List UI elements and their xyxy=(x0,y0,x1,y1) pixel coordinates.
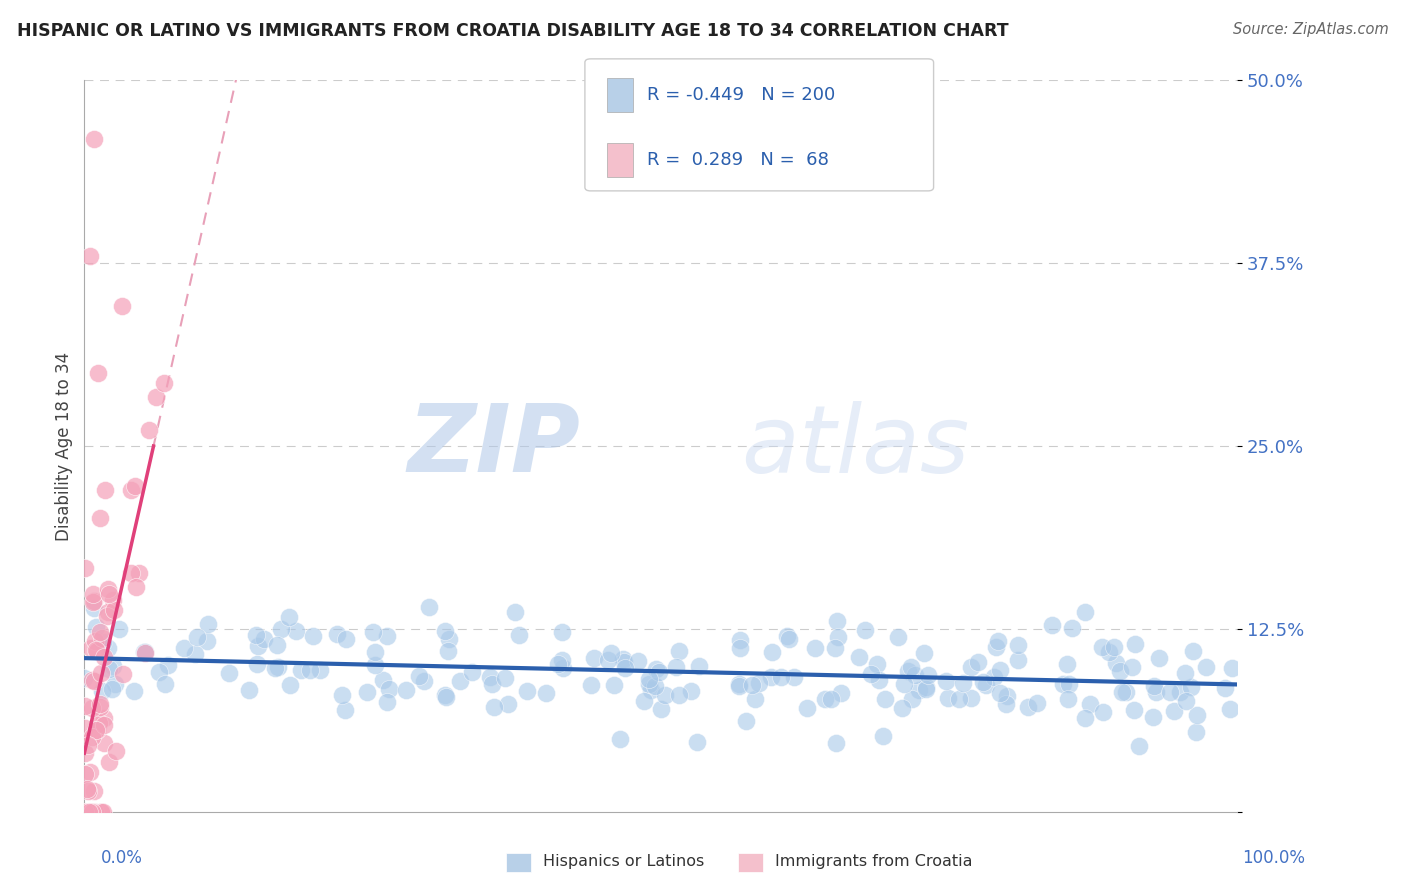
Text: 100.0%: 100.0% xyxy=(1241,849,1305,867)
Text: ZIP: ZIP xyxy=(408,400,581,492)
Text: Hispanics or Latinos: Hispanics or Latinos xyxy=(543,855,704,869)
Text: 0.0%: 0.0% xyxy=(101,849,143,867)
Text: R =  0.289   N =  68: R = 0.289 N = 68 xyxy=(647,151,828,169)
Text: R = -0.449   N = 200: R = -0.449 N = 200 xyxy=(647,86,835,103)
Y-axis label: Disability Age 18 to 34: Disability Age 18 to 34 xyxy=(55,351,73,541)
Text: HISPANIC OR LATINO VS IMMIGRANTS FROM CROATIA DISABILITY AGE 18 TO 34 CORRELATIO: HISPANIC OR LATINO VS IMMIGRANTS FROM CR… xyxy=(17,22,1008,40)
Text: Immigrants from Croatia: Immigrants from Croatia xyxy=(775,855,972,869)
Text: Source: ZipAtlas.com: Source: ZipAtlas.com xyxy=(1233,22,1389,37)
Text: atlas: atlas xyxy=(741,401,970,491)
